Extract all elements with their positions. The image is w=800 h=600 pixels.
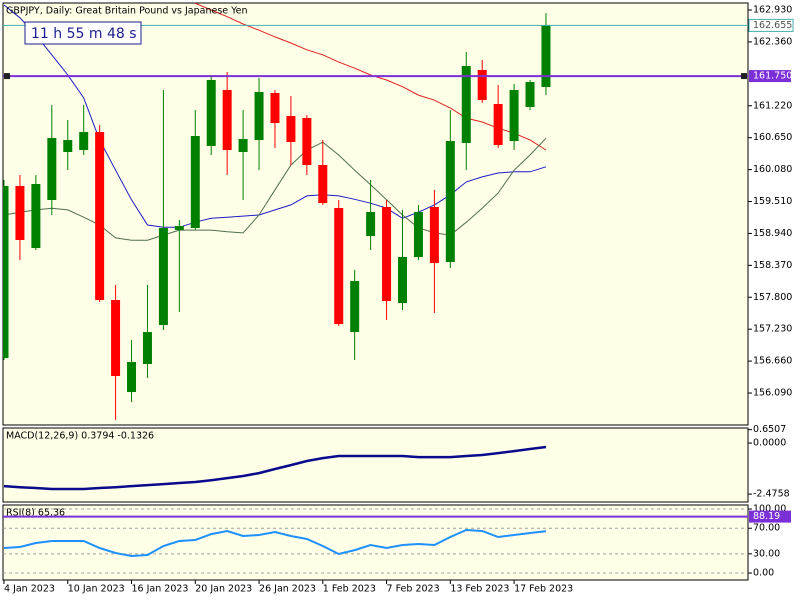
x-tick-label: 7 Feb 2023 bbox=[387, 584, 440, 595]
candle-body bbox=[445, 141, 455, 262]
indicator-line bbox=[3, 137, 547, 241]
level-handle bbox=[4, 73, 10, 80]
candle-body bbox=[158, 227, 168, 326]
x-tick-label: 10 Jan 2023 bbox=[68, 584, 125, 595]
candle-body bbox=[429, 207, 439, 263]
panel-title: GBPJPY, Daily: Great Britain Pound vs Ja… bbox=[6, 6, 248, 17]
candle-body bbox=[461, 65, 471, 143]
y-tick-label: 158.370 bbox=[753, 260, 792, 271]
y-tick-label: 157.800 bbox=[753, 292, 792, 303]
y-tick-label: 162.360 bbox=[753, 36, 792, 47]
candle-body bbox=[31, 183, 41, 248]
candle-body bbox=[3, 186, 9, 359]
level-label-box bbox=[749, 510, 791, 523]
level-label-box bbox=[749, 70, 791, 83]
candle-body bbox=[63, 140, 73, 153]
x-tick-label: 4 Jan 2023 bbox=[4, 584, 55, 595]
x-tick-label: 13 Feb 2023 bbox=[450, 584, 509, 595]
y-tick-label: 160.080 bbox=[753, 164, 792, 175]
candle-body bbox=[318, 165, 328, 204]
level-label: 161.750 bbox=[753, 71, 792, 82]
candle-body bbox=[142, 332, 152, 365]
candle-body bbox=[95, 132, 105, 301]
plot-area bbox=[3, 3, 551, 421]
x-tick-label: 16 Jan 2023 bbox=[132, 584, 189, 595]
indicator-line bbox=[3, 4, 547, 228]
candle-body bbox=[525, 82, 535, 107]
timer: 11 h 55 m 48 s bbox=[31, 26, 137, 42]
x-tick-label: 1 Feb 2023 bbox=[323, 584, 376, 595]
panel bbox=[2, 427, 749, 503]
candle-body bbox=[15, 186, 25, 240]
candle-body bbox=[222, 90, 232, 150]
y-tick-label: 30.00 bbox=[753, 548, 780, 559]
candle-body bbox=[493, 104, 503, 146]
y-tick-label: 161.220 bbox=[753, 100, 792, 111]
candle-body bbox=[238, 139, 248, 153]
candle-body bbox=[174, 225, 184, 231]
panel-title: RSI(8) 65.36 bbox=[6, 508, 65, 519]
plot-area bbox=[3, 508, 748, 574]
y-tick-label: 157.230 bbox=[753, 324, 792, 335]
y-tick-label: 70.00 bbox=[753, 523, 780, 534]
y-tick-label: 0.0000 bbox=[753, 438, 786, 449]
candle-body bbox=[206, 79, 216, 147]
indicator-line bbox=[3, 445, 547, 491]
current-price-label: 162.655 bbox=[753, 20, 792, 31]
plot-area bbox=[3, 445, 547, 491]
x-tick-label: 26 Jan 2023 bbox=[259, 584, 316, 595]
candle-body bbox=[382, 207, 392, 302]
candle-body bbox=[302, 118, 312, 166]
y-tick-label: 159.510 bbox=[753, 196, 792, 207]
candle-body bbox=[127, 362, 137, 393]
candle-body bbox=[190, 135, 200, 228]
candle-body bbox=[509, 90, 519, 142]
y-tick-label: 100.00 bbox=[753, 504, 786, 515]
candle-body bbox=[111, 300, 121, 377]
indicator-line bbox=[195, 3, 547, 151]
candle-body bbox=[398, 257, 407, 304]
y-tick-label: 0.00 bbox=[753, 568, 774, 579]
panel-title: MACD(12,26,9) 0.3794 -0.1326 bbox=[6, 431, 154, 442]
indicator-line bbox=[3, 528, 547, 558]
candle-body bbox=[334, 208, 344, 325]
y-tick-label: 160.650 bbox=[753, 132, 792, 143]
candle-body bbox=[79, 132, 89, 150]
y-tick-label: 156.090 bbox=[753, 388, 792, 399]
panel bbox=[2, 2, 749, 426]
candle-body bbox=[286, 116, 296, 142]
candle-body bbox=[541, 25, 551, 87]
timer-box bbox=[24, 21, 142, 45]
candle-body bbox=[413, 211, 423, 258]
y-tick-label: -2.4758 bbox=[753, 489, 790, 500]
candle-body bbox=[366, 211, 376, 237]
candle-body bbox=[270, 92, 280, 124]
y-tick-label: 0.6507 bbox=[753, 424, 786, 435]
candle-body bbox=[350, 281, 360, 333]
level-handle bbox=[741, 73, 747, 80]
candle-body bbox=[254, 91, 264, 141]
x-tick-label: 17 Feb 2023 bbox=[514, 584, 573, 595]
candle-body bbox=[477, 70, 487, 100]
current-price-box bbox=[748, 18, 794, 32]
level-label: 88.19 bbox=[753, 511, 780, 522]
x-tick-label: 20 Jan 2023 bbox=[195, 584, 252, 595]
y-tick-label: 156.660 bbox=[753, 356, 792, 367]
candle-body bbox=[47, 138, 57, 201]
y-tick-label: 158.940 bbox=[753, 228, 792, 239]
y-tick-label: 162.930 bbox=[753, 4, 792, 15]
